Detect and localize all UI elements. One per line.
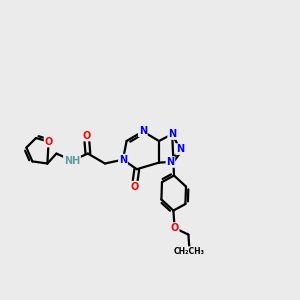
Text: O: O xyxy=(44,136,53,147)
Text: N: N xyxy=(139,126,147,136)
Text: O: O xyxy=(130,182,139,192)
Text: N: N xyxy=(168,129,176,139)
Text: O: O xyxy=(82,130,91,141)
Text: CH₂CH₃: CH₂CH₃ xyxy=(174,247,205,256)
Text: N: N xyxy=(176,144,184,154)
Text: O: O xyxy=(170,223,179,233)
Text: NH: NH xyxy=(64,155,80,166)
Text: N: N xyxy=(166,157,175,167)
Text: N: N xyxy=(119,154,127,165)
